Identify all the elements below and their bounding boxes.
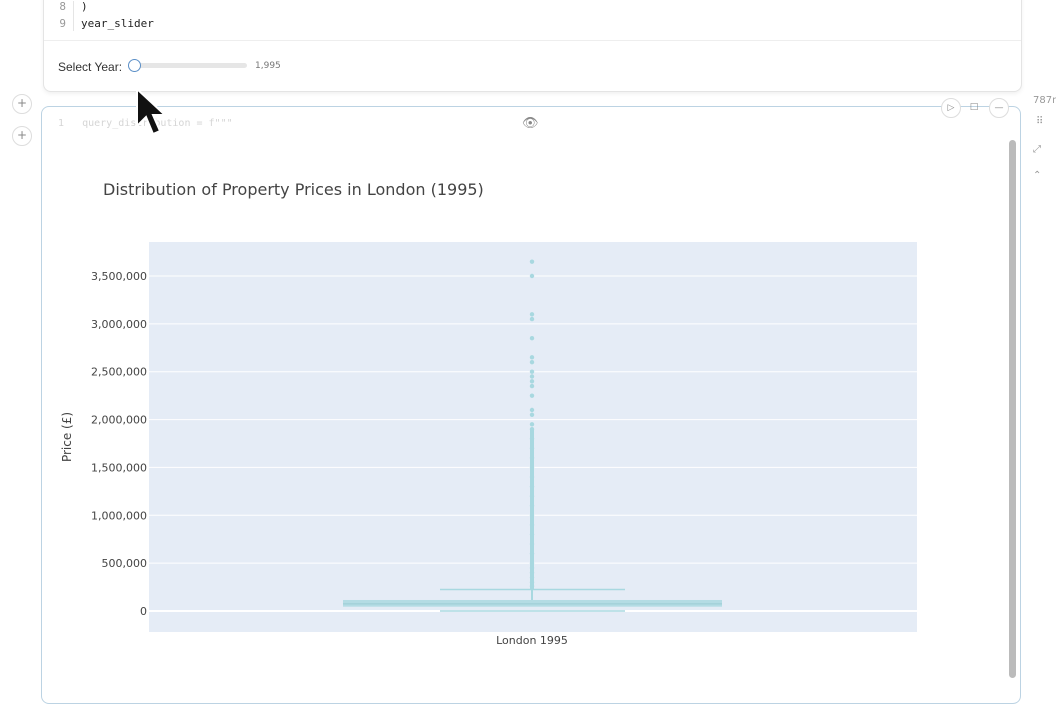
outlier-point[interactable]: [529, 493, 535, 499]
outlier-point[interactable]: [529, 393, 535, 398]
outlier-point[interactable]: [529, 474, 535, 480]
gutter-divider: [73, 1, 74, 31]
slider-value: 1,995: [255, 61, 281, 71]
outlier-point[interactable]: [529, 583, 535, 589]
expand-icon[interactable]: ⤢: [1033, 144, 1041, 155]
outlier-point[interactable]: [529, 541, 535, 547]
fold-icon[interactable]: ⌃: [1033, 170, 1042, 181]
y-tick-label: 2,000,000: [91, 414, 147, 427]
memory-indicator: 787m: [1033, 95, 1056, 106]
outlier-point[interactable]: [529, 575, 535, 580]
y-tick-label: 2,500,000: [91, 366, 147, 379]
outlier-point[interactable]: [529, 355, 535, 360]
output-divider: [44, 40, 1021, 41]
outlier-point[interactable]: [529, 522, 535, 528]
line-number: 8: [59, 0, 66, 13]
chart-title: Distribution of Property Prices in Londo…: [103, 180, 484, 199]
y-tick-label: 0: [140, 605, 147, 618]
outlier-point[interactable]: [529, 580, 535, 585]
drag-handle-icon[interactable]: ⠿: [1036, 116, 1044, 127]
outlier-point[interactable]: [529, 379, 535, 384]
stop-icon[interactable]: □: [969, 102, 979, 112]
outlier-point[interactable]: [529, 484, 535, 489]
outlier-point[interactable]: [529, 383, 535, 389]
outlier-point[interactable]: [529, 336, 535, 341]
add-cell-below-button[interactable]: +: [12, 126, 32, 146]
outlier-point[interactable]: [529, 455, 535, 461]
year-slider-track[interactable]: [132, 63, 247, 68]
outlier-point[interactable]: [529, 359, 535, 365]
outlier-band: [530, 429, 534, 590]
line-number: 9: [59, 17, 66, 30]
outlier-point[interactable]: [529, 273, 535, 279]
outlier-point[interactable]: [529, 513, 535, 518]
x-tick-label: London 1995: [496, 634, 568, 647]
outlier-point[interactable]: [529, 316, 535, 322]
run-cell-button[interactable]: ▷: [941, 98, 961, 118]
outlier-point[interactable]: [529, 532, 535, 537]
outlier-point[interactable]: [529, 436, 535, 441]
outlier-point[interactable]: [529, 465, 535, 470]
outlier-point[interactable]: [529, 312, 535, 317]
y-tick-label: 500,000: [102, 557, 148, 570]
outlier-point[interactable]: [529, 570, 535, 575]
add-cell-above-button[interactable]: +: [12, 94, 32, 114]
outlier-point[interactable]: [529, 422, 535, 427]
outlier-point[interactable]: [529, 374, 535, 379]
outlier-point[interactable]: [529, 446, 535, 451]
mouse-cursor-icon: [136, 86, 168, 136]
y-tick-label: 3,500,000: [91, 270, 147, 283]
outlier-point[interactable]: [529, 551, 535, 556]
outlier-point[interactable]: [529, 565, 535, 571]
y-tick-label: 3,000,000: [91, 318, 147, 331]
y-tick-label: 1,500,000: [91, 461, 147, 474]
collapse-button[interactable]: —: [989, 98, 1009, 118]
code-line: year_slider: [81, 17, 154, 30]
outlier-point[interactable]: [529, 407, 535, 413]
y-axis-label: Price (£): [60, 412, 74, 462]
outlier-point[interactable]: [529, 412, 535, 417]
slider-cell: 8 ) 9 year_slider Select Year: 1,995: [43, 0, 1022, 92]
code-line: ): [81, 0, 88, 13]
outlier-point[interactable]: [529, 259, 535, 264]
slider-label: Select Year:: [58, 60, 123, 74]
outlier-point[interactable]: [529, 369, 535, 374]
y-tick-label: 1,000,000: [91, 509, 147, 522]
scrollbar[interactable]: [1009, 140, 1016, 678]
year-slider-handle[interactable]: [128, 59, 141, 72]
outlier-point[interactable]: [529, 426, 535, 432]
outlier-point[interactable]: [529, 560, 535, 566]
outlier-point[interactable]: [529, 503, 535, 508]
eye-icon[interactable]: 👁: [522, 116, 539, 131]
